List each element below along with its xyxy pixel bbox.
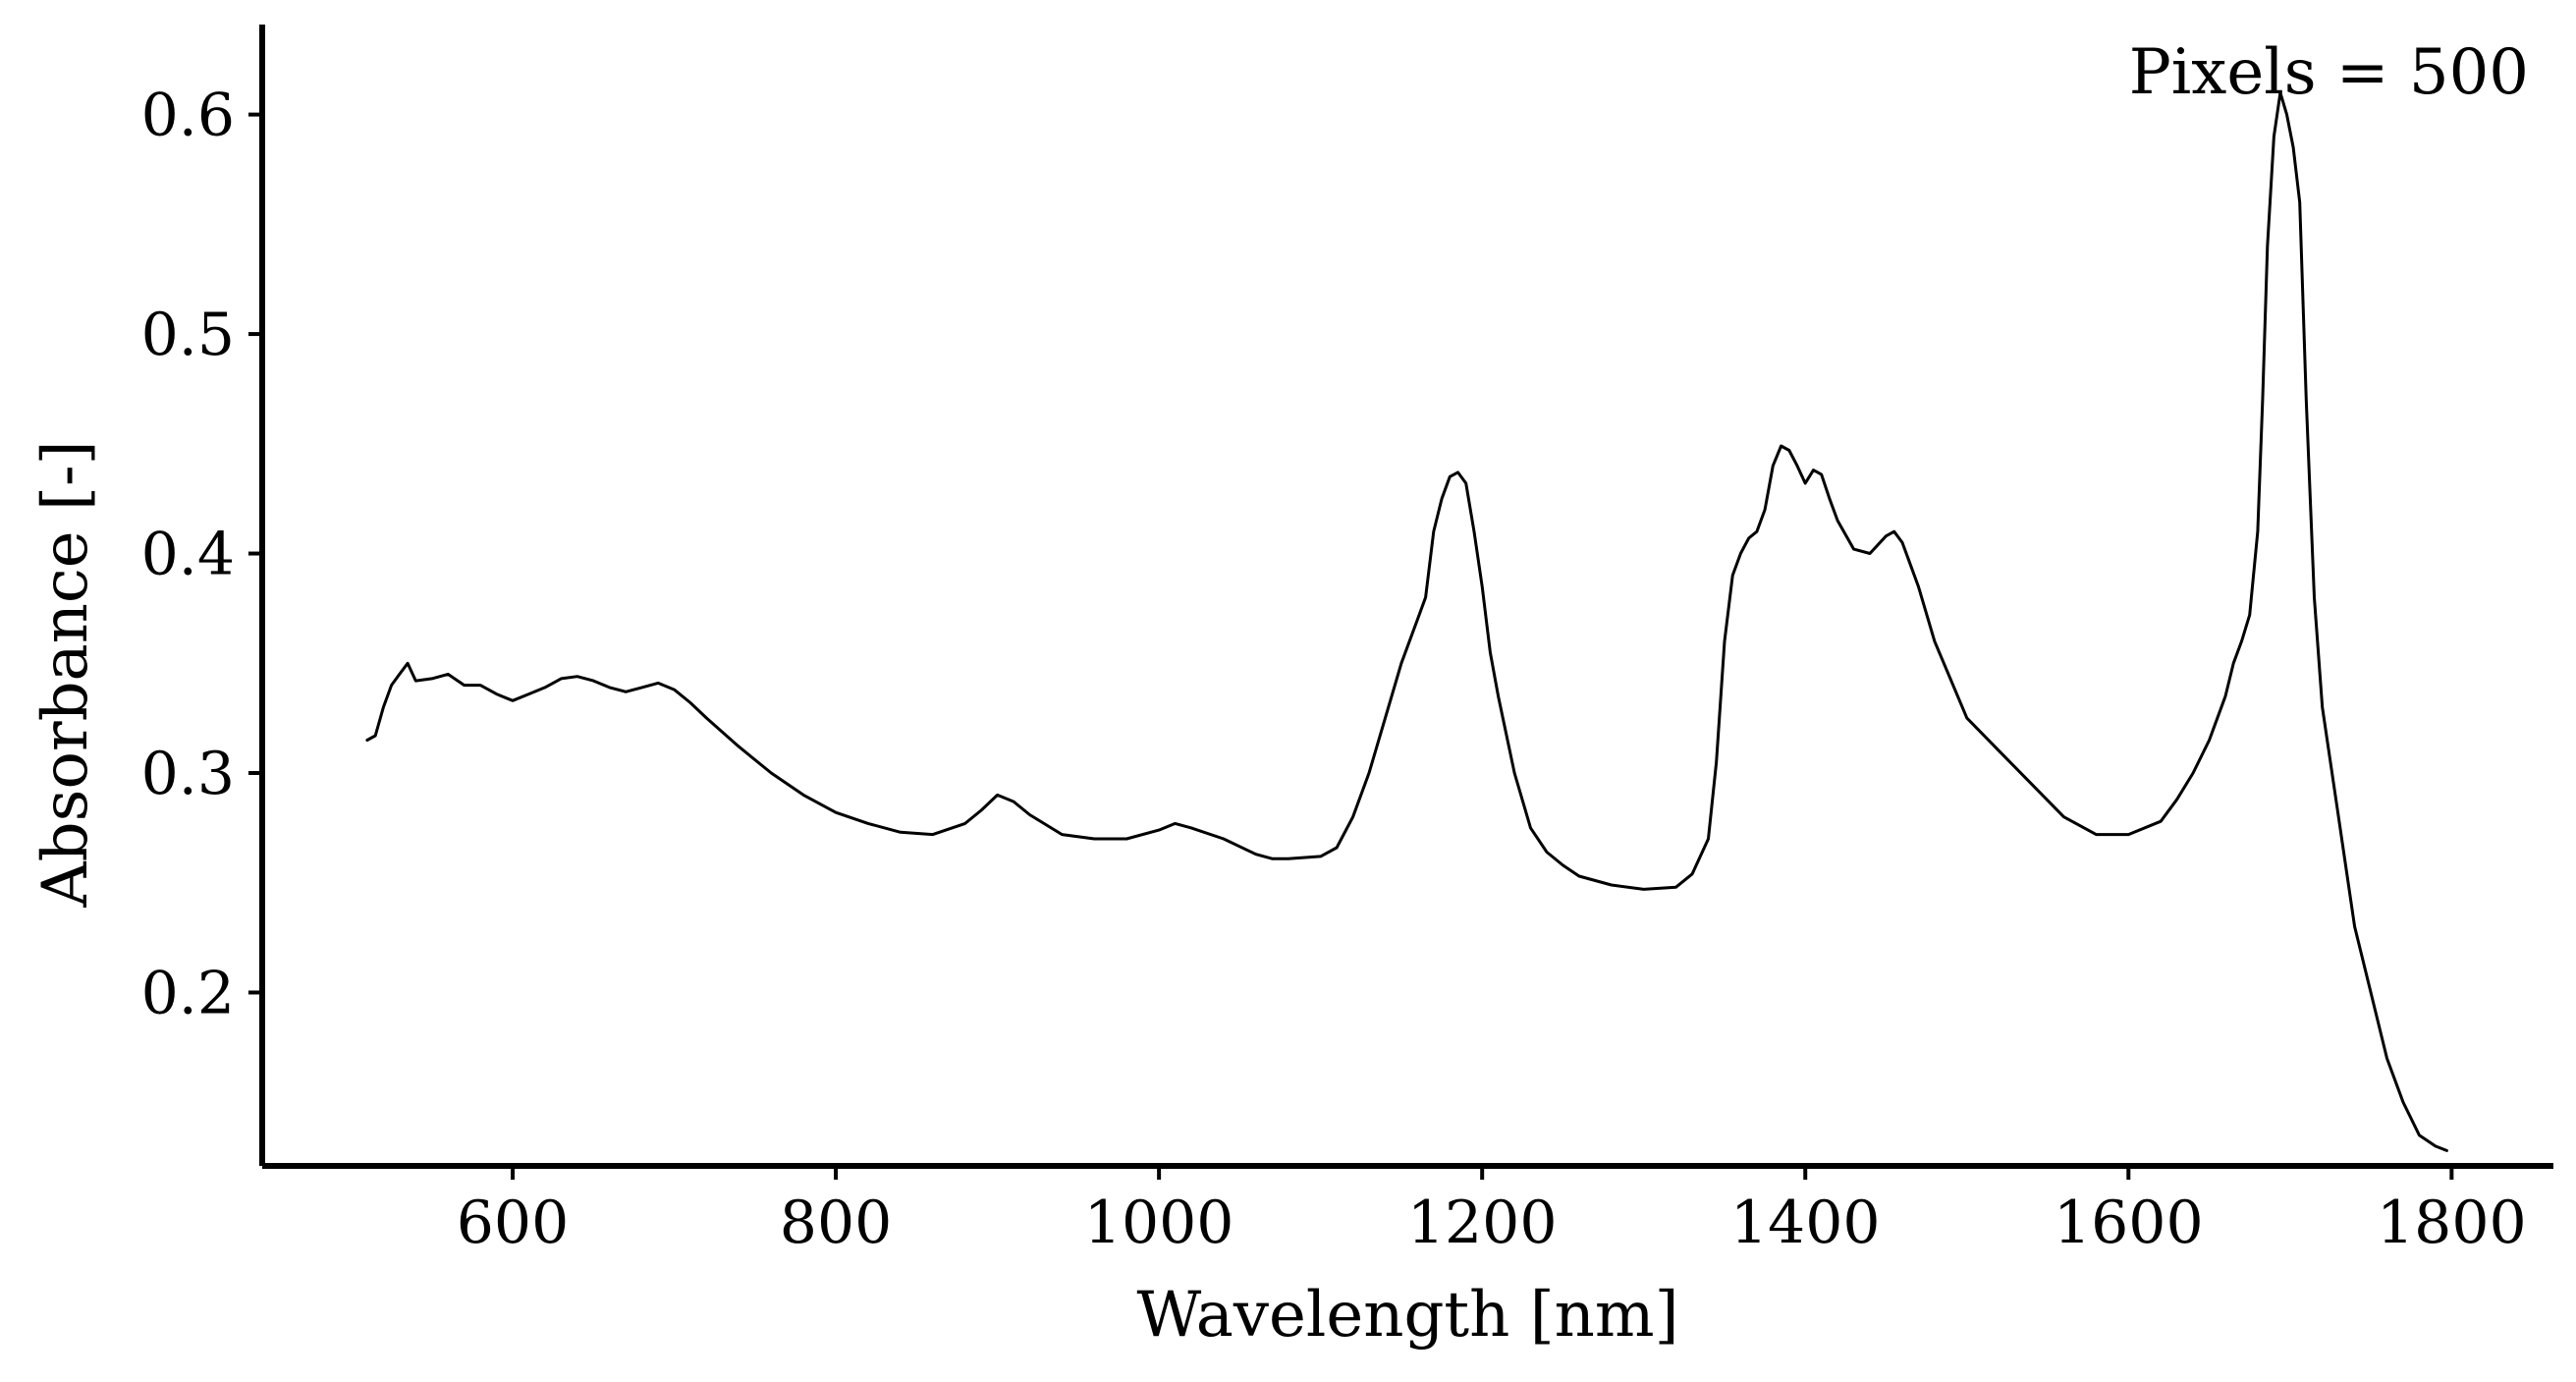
x-tick-label: 1400 [1730, 1189, 1881, 1257]
y-tick-label: 0.5 [141, 301, 235, 369]
x-tick-label: 600 [457, 1189, 570, 1257]
spectrum-line [365, 90, 2448, 1152]
x-axis-ticks: 600 800 1000 1200 1400 1600 1800 [457, 1166, 2527, 1257]
y-tick-label: 0.2 [141, 959, 235, 1027]
x-tick-label: 1600 [2054, 1189, 2204, 1257]
x-tick-label: 1000 [1084, 1189, 1234, 1257]
y-axis-ticks: 0.2 0.3 0.4 0.5 0.6 [141, 82, 262, 1027]
x-axis-label: Wavelength [nm] [1136, 1279, 1678, 1352]
y-tick-label: 0.4 [141, 521, 235, 589]
x-tick-label: 1800 [2377, 1189, 2527, 1257]
y-axis-label: Absorbance [-] [29, 440, 102, 908]
y-tick-label: 0.6 [141, 82, 235, 150]
y-tick-label: 0.3 [141, 740, 235, 808]
x-tick-label: 800 [780, 1189, 893, 1257]
x-tick-label: 1200 [1407, 1189, 1558, 1257]
pixels-annotation: Pixels = 500 [2129, 36, 2529, 109]
